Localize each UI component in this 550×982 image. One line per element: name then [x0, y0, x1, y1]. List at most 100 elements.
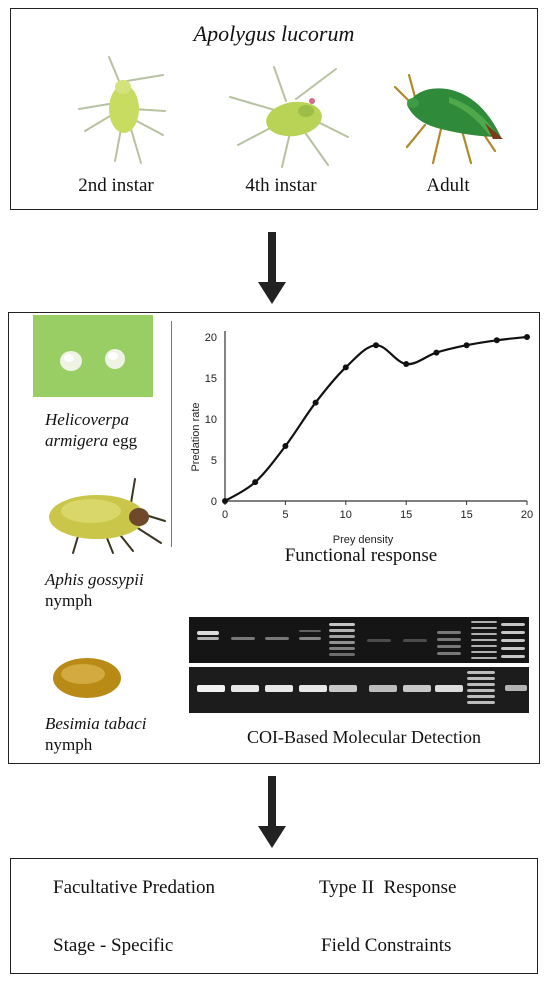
gel-band — [369, 685, 397, 692]
gel-band — [197, 685, 225, 692]
y-tick-label: 5 — [211, 455, 217, 467]
chart-caption: Functional response — [284, 545, 438, 566]
gel-caption: COI-Based Molecular Detection — [247, 727, 481, 747]
x-tick-label: 20 — [521, 509, 533, 521]
gel-band — [299, 630, 321, 632]
gel-band — [505, 685, 527, 691]
gel-band — [471, 627, 497, 629]
gel-band — [437, 652, 461, 655]
chart-ylabel: Predation rate — [190, 402, 202, 471]
data-point — [493, 337, 500, 344]
prey-suffix-bemisia: nymph — [45, 735, 93, 754]
data-point — [433, 349, 440, 356]
gel-band — [501, 623, 525, 626]
prey-name-aphis: Aphis gossypii — [45, 570, 144, 589]
prey-suffix-helicoverpa: egg — [108, 431, 138, 450]
gel-band — [329, 647, 355, 650]
chart-xlabel: Prey density — [333, 534, 394, 546]
conclusion-panel: Facultative Predation Type II Response S… — [10, 858, 538, 974]
gel-band — [471, 639, 497, 641]
gel-band — [471, 621, 497, 623]
fourth-instar-nymph-icon — [229, 66, 349, 168]
data-point — [222, 498, 228, 504]
functional-response-chart: 0 5 10 15 20 0 5 10 15 15 20 Predation rate Prey d… — [190, 331, 533, 546]
summary-stage-specific: Stage - Specific — [53, 935, 174, 956]
prey-suffix-aphis: nymph — [45, 591, 93, 610]
prey-name-helicoverpa-2: armigera — [45, 431, 109, 450]
panel-divider — [171, 321, 172, 547]
gel-band — [265, 685, 293, 692]
gel-band — [329, 653, 355, 656]
gel-band — [367, 639, 391, 642]
prey-label-bemisia: Besimia tabaci nymph — [45, 713, 185, 755]
y-tick-label: 10 — [205, 414, 217, 426]
down-arrow-icon — [258, 776, 286, 848]
gel-band — [403, 639, 427, 642]
gel-band — [501, 655, 525, 658]
gel-band — [467, 683, 495, 686]
data-point — [342, 364, 349, 371]
gel-band — [403, 685, 431, 692]
gel-band — [329, 635, 355, 638]
summary-type-ii-response: Type II Response — [319, 877, 457, 898]
data-point — [403, 361, 410, 368]
y-tick-label: 15 — [205, 373, 217, 385]
x-tick-label: 10 — [340, 509, 352, 521]
gel-band — [329, 685, 357, 692]
data-point — [524, 334, 530, 340]
gel-band — [329, 623, 355, 626]
x-tick-label: 15 — [460, 509, 472, 521]
data-point — [282, 443, 289, 450]
stage-label-2nd-instar: 2nd instar — [78, 175, 154, 196]
species-panel: Apolygus lucorum 2nd instar 4th instar — [10, 8, 538, 210]
data-point — [312, 399, 319, 406]
prey-name-helicoverpa-1: Helicoverpa — [45, 410, 130, 429]
species-title: Apolygus lucorum — [193, 21, 355, 46]
gel-band — [467, 671, 495, 674]
data-point — [373, 342, 379, 349]
second-instar-nymph-icon — [78, 56, 166, 164]
aphis-gossypii-nymph-icon — [49, 478, 166, 554]
x-tick-label: 15 — [400, 509, 412, 521]
gel-band — [467, 701, 495, 704]
summary-field-constraints: Field Constraints — [321, 935, 452, 956]
bemisia-tabaci-nymph-icon — [53, 658, 121, 698]
summary-facultative-predation: Facultative Predation — [53, 877, 215, 898]
gel-band — [437, 638, 461, 641]
gel-band — [467, 695, 495, 698]
stage-label-adult: Adult — [426, 175, 470, 196]
gel-band — [299, 637, 321, 640]
data-point — [463, 342, 470, 349]
gel-band — [471, 633, 497, 635]
gel-band — [467, 677, 495, 680]
gel-band — [467, 689, 495, 692]
series-line — [224, 335, 528, 502]
gel-band — [471, 651, 497, 653]
stage-label-4th-instar: 4th instar — [245, 175, 317, 196]
gel-band — [231, 685, 259, 692]
gel-band — [329, 641, 355, 644]
x-tick-label: 0 — [222, 509, 228, 521]
down-arrow-icon — [258, 232, 286, 304]
gel-band — [437, 631, 461, 634]
gel-band — [299, 685, 327, 692]
gel-band — [501, 639, 525, 642]
gel-band — [501, 647, 525, 650]
y-tick-label: 20 — [205, 332, 217, 344]
gel-band — [329, 629, 355, 632]
gel-band — [197, 631, 219, 635]
gel-band — [231, 637, 255, 640]
gel-band — [435, 685, 463, 692]
y-tick-label: 0 — [211, 496, 217, 508]
gel-electrophoresis-image — [189, 617, 529, 713]
data-point — [252, 479, 259, 486]
predation-panel: Helicoverpa armigera egg Aphis gossypii … — [8, 312, 540, 764]
prey-label-helicoverpa: Helicoverpa armigera egg — [45, 409, 185, 451]
helicoverpa-egg-photo — [33, 315, 153, 397]
prey-name-bemisia: Besimia tabaci — [45, 714, 147, 733]
gel-band — [197, 637, 219, 640]
adult-bug-icon — [393, 73, 503, 165]
x-tick-label: 5 — [282, 509, 288, 521]
gel-band — [501, 631, 525, 634]
gel-band — [471, 657, 497, 659]
